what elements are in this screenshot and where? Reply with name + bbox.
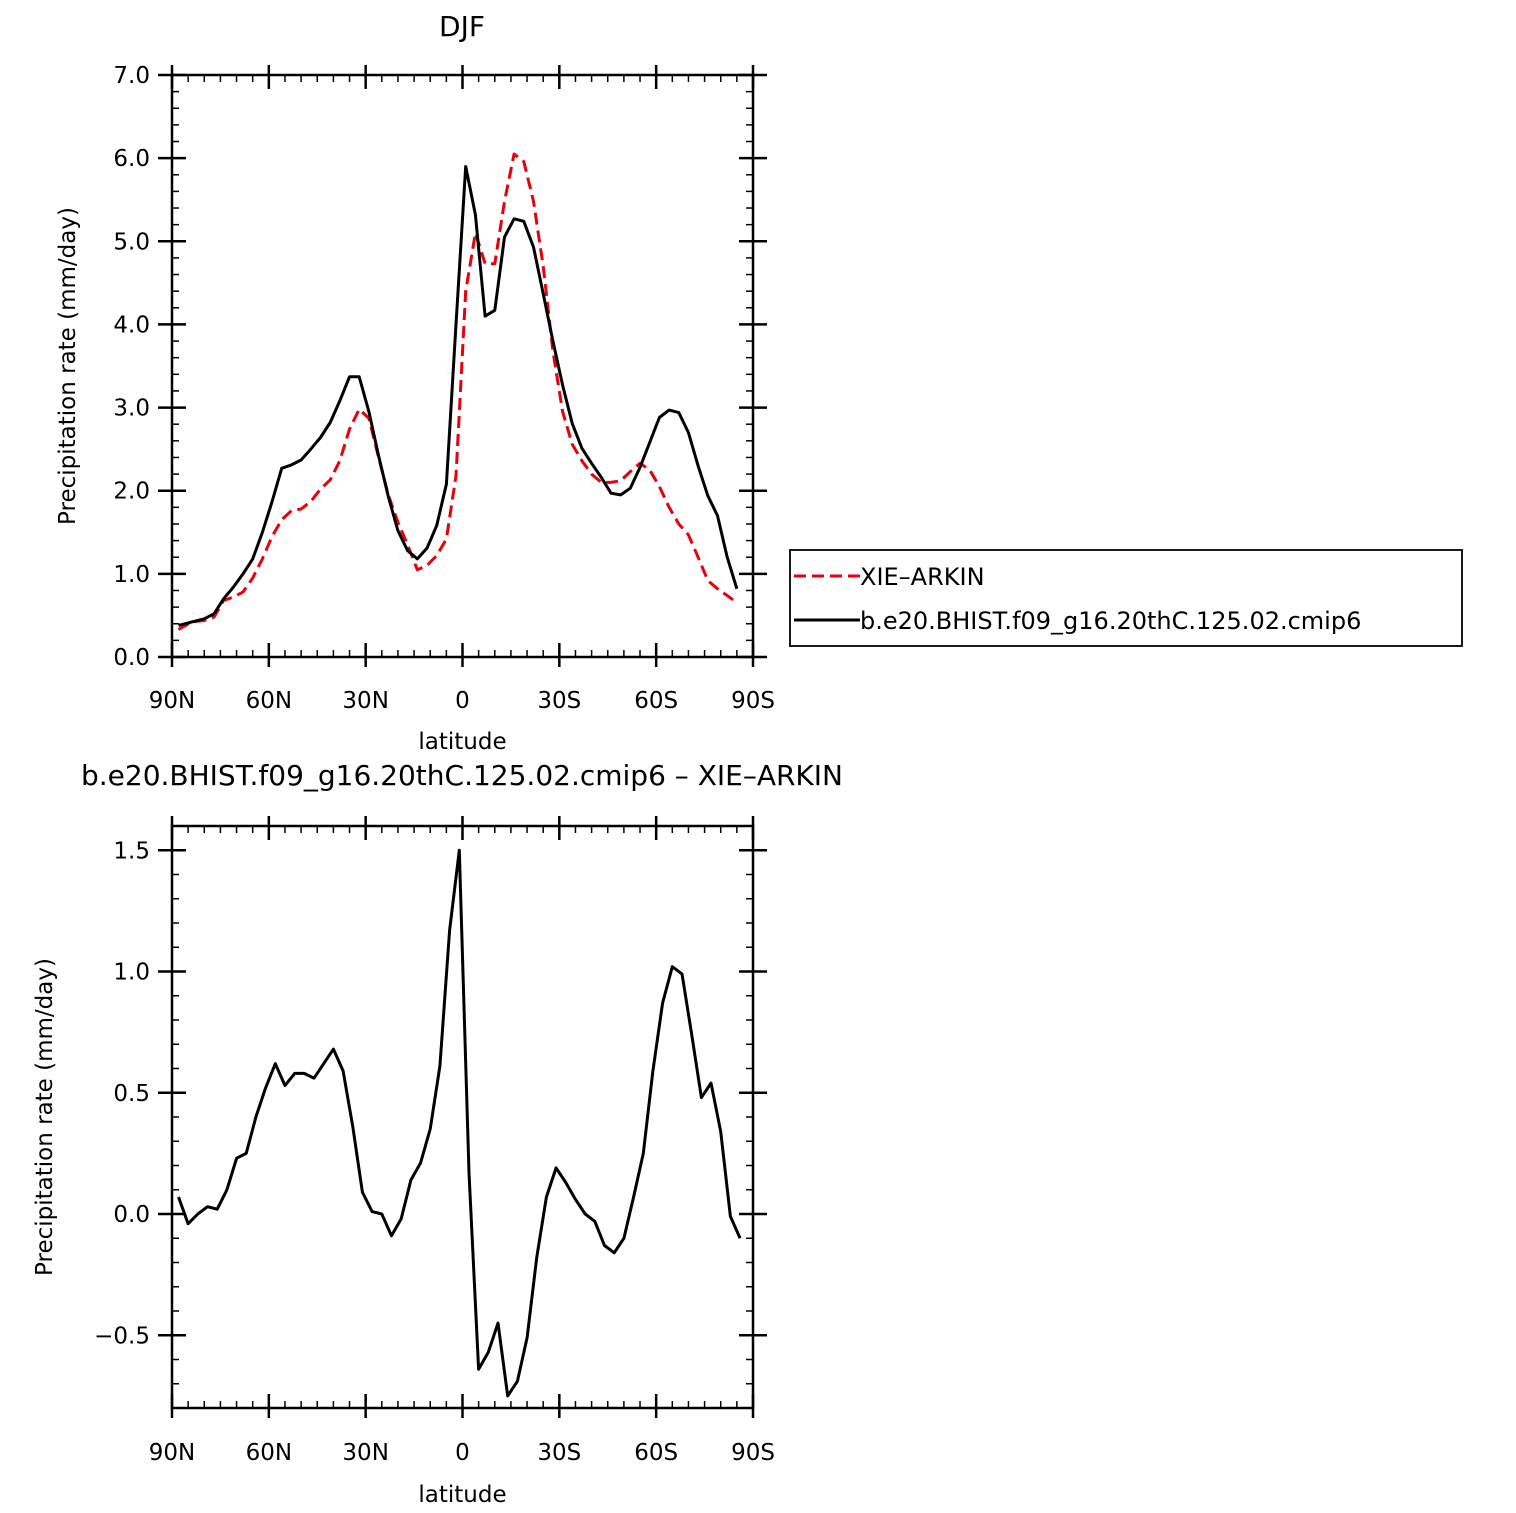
- x-tick-label: 30N: [342, 688, 388, 714]
- x-tick-label: 0: [455, 1440, 470, 1466]
- legend-box: [789, 549, 1463, 647]
- x-tick-label: 60S: [634, 688, 678, 714]
- y-tick-label: 7.0: [113, 63, 150, 89]
- panel-bottom-chart: b.e20.BHIST.f09_g16.20thC.125.02.cmip6 –…: [32, 759, 843, 1508]
- y-tick-label: −0.5: [94, 1323, 150, 1349]
- y-tick-label: 2.0: [113, 479, 150, 505]
- x-tick-label: 90N: [149, 1440, 195, 1466]
- plot-title: b.e20.BHIST.f09_g16.20thC.125.02.cmip6 –…: [81, 759, 843, 792]
- x-tick-label: 90S: [731, 1440, 775, 1466]
- x-axis-title: latitude: [418, 729, 506, 755]
- x-tick-label: 90S: [731, 688, 775, 714]
- y-tick-label: 1.0: [113, 562, 150, 588]
- legend-label: XIE–ARKIN: [860, 563, 985, 591]
- y-tick-label: 0.5: [113, 1081, 150, 1107]
- y-tick-label: 4.0: [113, 312, 150, 338]
- x-axis-title: latitude: [418, 1482, 506, 1508]
- y-axis-title: Precipitation rate (mm/day): [32, 958, 58, 1276]
- legend: XIE–ARKIN b.e20.BHIST.f09_g16.20thC.125.0…: [789, 549, 1463, 647]
- x-tick-label: 60N: [246, 688, 292, 714]
- series-line-xie-arkin: [177, 152, 738, 631]
- x-tick-label: 60S: [634, 1440, 678, 1466]
- y-tick-label: 3.0: [113, 396, 150, 422]
- y-tick-label: 5.0: [113, 229, 150, 255]
- x-tick-label: 30S: [537, 688, 581, 714]
- legend-label: b.e20.BHIST.f09_g16.20thC.125.02.cmip6: [860, 607, 1361, 635]
- y-tick-label: 1.5: [113, 838, 150, 864]
- series-line-model: [178, 165, 739, 627]
- y-tick-label: 1.0: [113, 960, 150, 986]
- plot-title: DJF: [439, 10, 485, 43]
- series-line-model: [177, 848, 742, 1398]
- panel-top-chart: DJF 90N 60N 30N 0 30S 60S 90S 0.0 1.0 2.0 3.0 4.0 5.0…: [55, 10, 775, 755]
- y-axis-title: Precipitation rate (mm/day): [55, 207, 81, 525]
- x-tick-label: 60N: [246, 1440, 292, 1466]
- x-tick-label: 90N: [149, 688, 195, 714]
- x-tick-label: 30N: [342, 1440, 388, 1466]
- y-tick-label: 6.0: [113, 146, 150, 172]
- y-tick-label: 0.0: [113, 645, 150, 671]
- y-tick-label: 0.0: [113, 1202, 150, 1228]
- x-tick-label: 0: [455, 688, 470, 714]
- x-tick-label: 30S: [537, 1440, 581, 1466]
